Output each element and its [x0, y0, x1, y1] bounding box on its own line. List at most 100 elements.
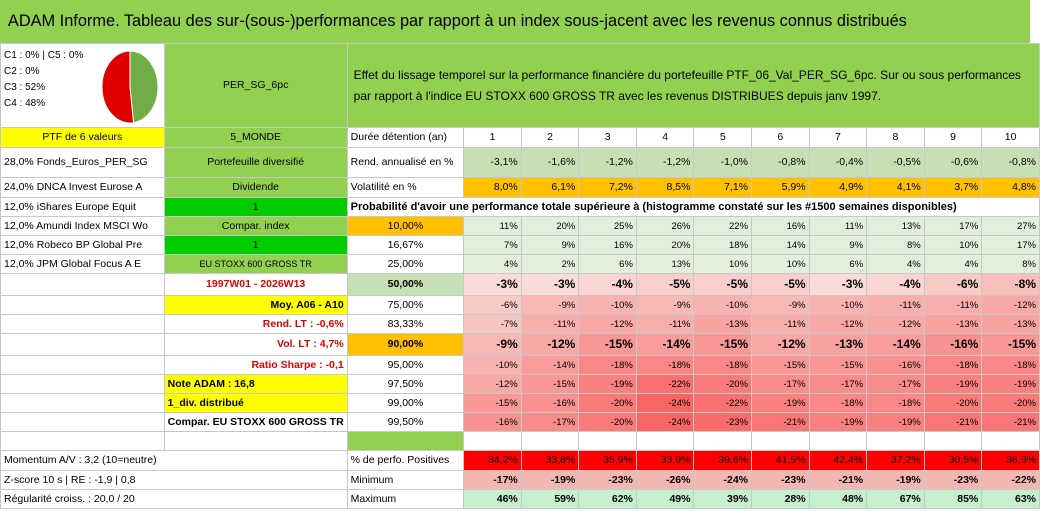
- quantile-value: -3%: [520, 273, 580, 296]
- quantile-value: -21%: [751, 412, 810, 432]
- quantile-label: 50,00%: [346, 273, 465, 296]
- quantile-label: 83,33%: [346, 314, 465, 334]
- quantile-value: -23%: [693, 412, 753, 432]
- quantile-value: 20%: [520, 216, 580, 236]
- quantile-value: -6%: [923, 273, 983, 296]
- quantile-value: -13%: [808, 333, 868, 356]
- quantile-row: 12,0% Robeco BP Global Pre 1 16,67% 7% 9% 16%…: [0, 235, 1040, 255]
- ptf-label: PTF de 6 valeurs: [0, 127, 165, 148]
- empty: [0, 333, 165, 356]
- minimum-value: -17%: [463, 470, 522, 490]
- quantile-label: 95,00%: [346, 355, 465, 375]
- quantile-row: 1997W01 - 2026W13 50,00% -3% -3% -4% -5% -5% -5…: [0, 273, 1040, 296]
- year-header: 9: [923, 127, 983, 148]
- quantile-value: -14%: [520, 355, 580, 375]
- empty: [808, 431, 868, 451]
- vol-label: Volatilité en %: [346, 177, 465, 198]
- year-header: 8: [866, 127, 925, 148]
- empty: [0, 273, 165, 296]
- quantile-value: -15%: [693, 333, 753, 356]
- quantile-value: -12%: [751, 333, 810, 356]
- empty: [0, 355, 165, 375]
- quantile-label: 90,00%: [346, 333, 465, 356]
- vol-value: 8,5%: [635, 177, 695, 198]
- quantile-value: -10%: [578, 295, 637, 315]
- empty: [163, 431, 348, 451]
- quantile-value: 14%: [751, 235, 810, 255]
- quantile-value: -9%: [751, 295, 810, 315]
- empty: [0, 314, 165, 334]
- compar-index-label: Compar. index: [163, 216, 348, 236]
- vol-value: 4,1%: [866, 177, 925, 198]
- portfolio-type: Portefeuille diversifié: [163, 147, 348, 178]
- positives-value: 42,4%: [808, 450, 868, 471]
- positives-value: 41,5%: [751, 450, 810, 471]
- quantile-value: 11%: [463, 216, 522, 236]
- vol-row: 24,0% DNCA Invest Eurose A Dividende Volat…: [0, 177, 1040, 198]
- quantile-row: 1_div. distribué 99,00% -15% -16% -20% -24% -2…: [0, 393, 1040, 413]
- empty: [751, 431, 810, 451]
- portfolio-name: PER_SG_6pc: [163, 43, 348, 128]
- minimum-value: -23%: [578, 470, 637, 490]
- year-header: 10: [981, 127, 1040, 148]
- quantile-value: -15%: [520, 374, 580, 394]
- quantile-value: -22%: [635, 374, 695, 394]
- empty: [463, 431, 522, 451]
- quantile-value: -4%: [578, 273, 637, 296]
- year-header: 2: [520, 127, 580, 148]
- quantile-label: 99,50%: [346, 412, 465, 432]
- vol-value: 6,1%: [520, 177, 580, 198]
- vol-value: 7,1%: [693, 177, 753, 198]
- quantile-value: -20%: [923, 393, 983, 413]
- quantile-value: 11%: [808, 216, 868, 236]
- quantile-value: -17%: [808, 374, 868, 394]
- flag-one-a: 1: [163, 197, 348, 217]
- description: Effet du lissage temporel sur la perform…: [346, 43, 1040, 128]
- pie-slice-c4: [129, 50, 159, 124]
- minimum-value: -23%: [923, 470, 983, 490]
- green-spacer: [346, 431, 465, 451]
- quantile-row: Ratio Sharpe : -0,1 95,00% -10% -14% -18% -18…: [0, 355, 1040, 375]
- quantile-value: 25%: [578, 216, 637, 236]
- quantile-value: -6%: [463, 295, 522, 315]
- pie-svg: [101, 50, 159, 124]
- vol-value: 5,9%: [751, 177, 810, 198]
- empty: [520, 431, 580, 451]
- empty: [0, 393, 165, 413]
- year-header: 1: [463, 127, 522, 148]
- quantile-value: 10%: [923, 235, 983, 255]
- maximum-value: 48%: [808, 489, 868, 509]
- rend-value: -0,8%: [981, 147, 1040, 178]
- quantile-value: -17%: [751, 374, 810, 394]
- quantile-value: -13%: [923, 314, 983, 334]
- quantile-value: 10%: [693, 254, 753, 274]
- index-name: EU STOXX 600 GROSS TR: [163, 254, 348, 274]
- positives-value: 34,2%: [463, 450, 522, 471]
- quantile-value: 18%: [693, 235, 753, 255]
- quantile-value: -12%: [578, 314, 637, 334]
- year-header: 4: [635, 127, 695, 148]
- empty: [635, 431, 695, 451]
- quantile-value: 16%: [578, 235, 637, 255]
- vol-value: 4,9%: [808, 177, 868, 198]
- quantile-value: -18%: [923, 355, 983, 375]
- positives-value: 36,3%: [981, 450, 1040, 471]
- holding-6: 12,0% JPM Global Focus A E: [0, 254, 165, 274]
- quantile-label: 97,50%: [346, 374, 465, 394]
- quantile-value: -3%: [808, 273, 868, 296]
- positives-value: 35,9%: [578, 450, 637, 471]
- quantile-value: -15%: [578, 333, 637, 356]
- holding-1: 28,0% Fonds_Euros_PER_SG: [0, 147, 165, 178]
- maximum-label: Maximum: [346, 489, 465, 509]
- quantile-value: 13%: [866, 216, 925, 236]
- class-line: C4 : 48%: [4, 98, 46, 109]
- quantile-value: 10%: [751, 254, 810, 274]
- maximum-value: 85%: [923, 489, 983, 509]
- quantile-value: -5%: [693, 273, 753, 296]
- vol-value: 7,2%: [578, 177, 637, 198]
- compar-full-label: Compar. EU STOXX 600 GROSS TR: [163, 412, 348, 432]
- rend-lt-label: Rend. LT : -0,6%: [163, 314, 348, 334]
- quantile-value: -4%: [866, 273, 925, 296]
- year-header: 5: [693, 127, 753, 148]
